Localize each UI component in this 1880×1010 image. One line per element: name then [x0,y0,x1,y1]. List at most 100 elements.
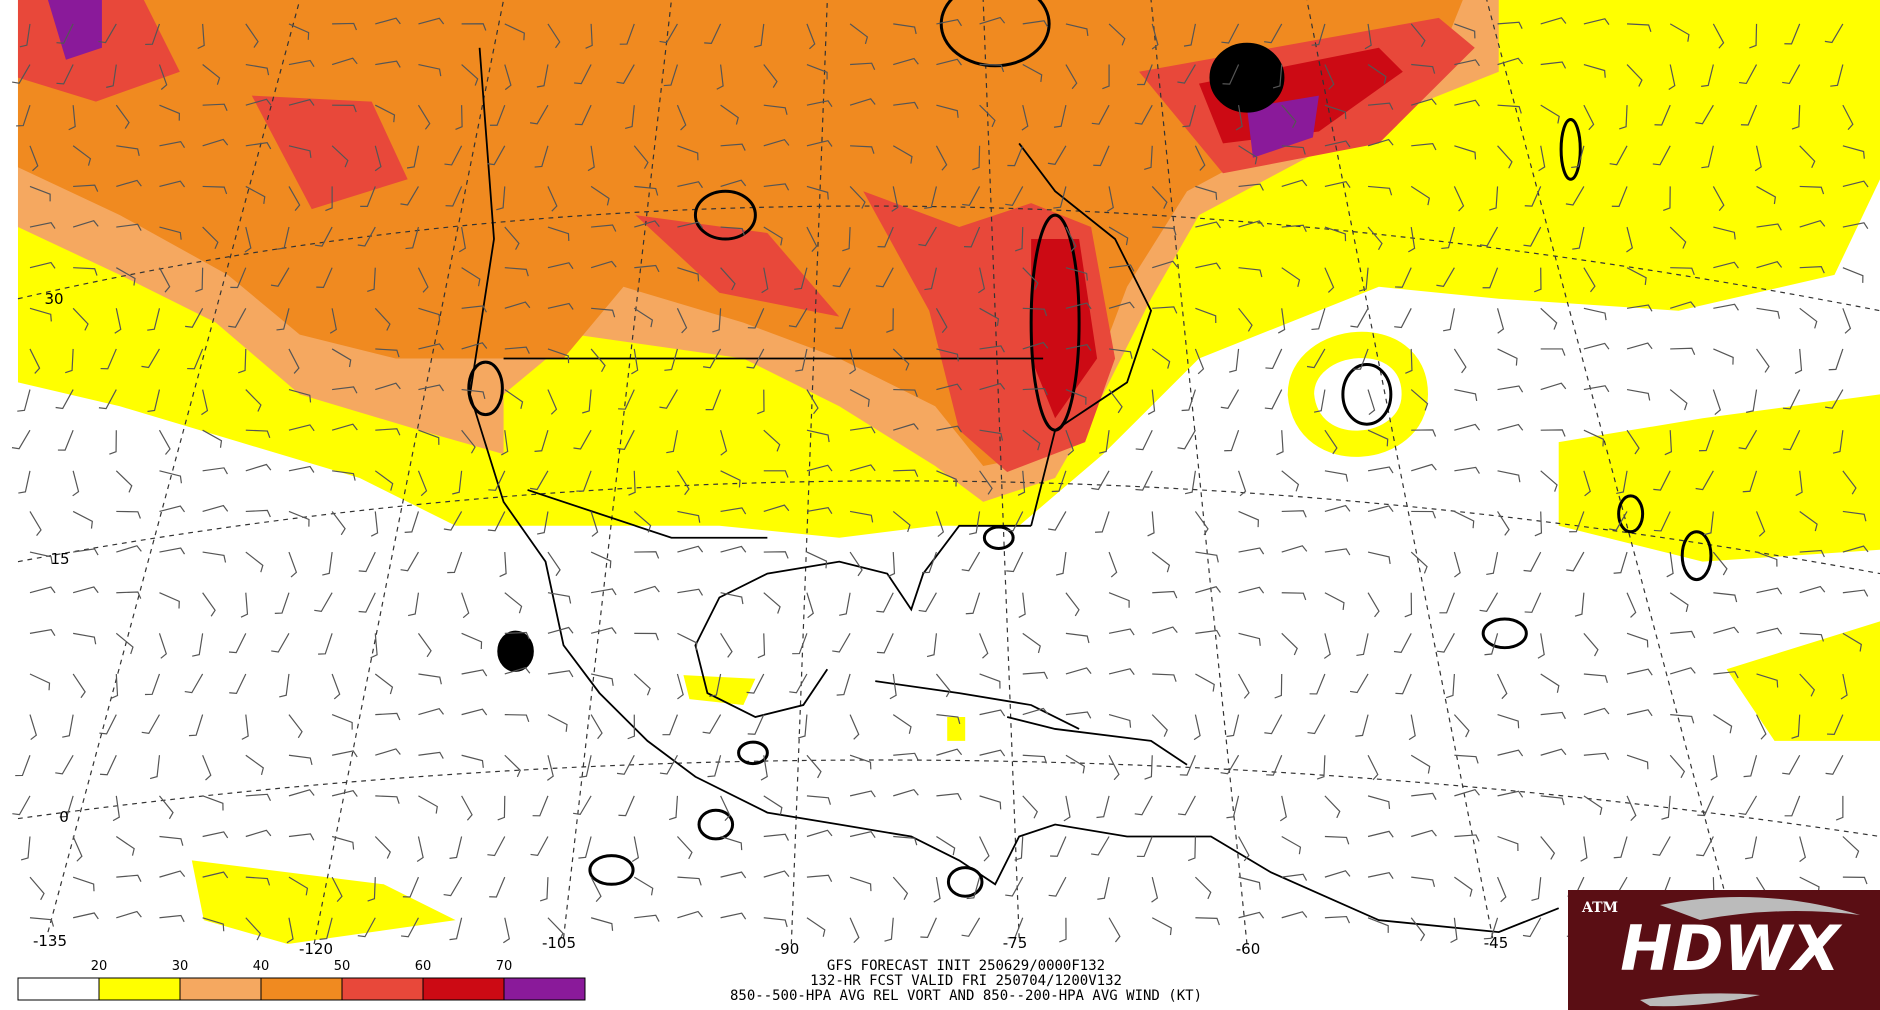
wind-barb [1712,551,1728,576]
wind-barb [1653,470,1671,491]
wind-barb [720,226,745,236]
wind-barb [1670,267,1695,276]
wind-barb [99,714,117,735]
wind-barb [159,505,186,513]
wind-barb [159,104,180,121]
wind-barb [1666,552,1674,578]
wind-barb [633,511,652,533]
wind-barb [496,186,506,211]
wind-barb [1022,632,1041,654]
wind-barb [1742,470,1758,493]
wind-barb [357,226,376,247]
wind-barb [331,348,352,368]
wind-barb [720,545,747,553]
wind-barb [936,835,956,856]
wind-barb [1842,589,1869,597]
wind-barb [1713,261,1739,269]
wind-barb [106,64,117,88]
wind-barb [1443,308,1455,332]
wind-barb [1349,673,1369,694]
wind-barb [1238,183,1264,191]
wind-barb [1179,755,1196,776]
wind-barb [849,23,869,45]
wind-barb [1022,754,1048,764]
wind-barb [720,470,741,488]
wind-barb [1445,673,1455,699]
wind-barb [760,755,768,781]
wind-barb [578,836,592,859]
wind-barb [1583,752,1610,761]
wind-barb [1450,917,1458,944]
logo: HDWX ATM [1568,890,1880,1010]
wind-barb [918,592,937,613]
wind-barb [574,104,592,126]
wind-barb [763,470,789,478]
wind-barb [374,145,382,172]
wind-barb [1534,511,1543,537]
wind-barb [65,348,74,374]
wind-barb [720,267,736,291]
coastline [469,47,1560,934]
wind-barb [747,714,765,735]
wind-barb [763,833,789,841]
wind-barb [1265,348,1283,370]
wind-barb [109,430,117,455]
wind-barb [893,57,919,66]
wind-barb [1195,221,1221,229]
wind-barb [704,23,722,45]
wind-barb [849,831,876,839]
wind-barb [1613,551,1628,574]
wind-barb [1048,511,1067,531]
lat-label: 0 [59,808,69,826]
wind-barb [1193,714,1201,741]
wind-barb [1745,389,1758,413]
wind-barb [158,633,168,659]
wind-barb [444,145,463,166]
wind-shade-red-orange [17,0,1475,473]
wind-barb [29,673,51,691]
contour [939,0,1051,68]
wind-barb [1454,466,1480,474]
wind-barb [455,105,463,130]
wind-barb [806,917,826,937]
border [503,357,1044,539]
wind-barb [1281,267,1301,287]
wind-barb [331,423,358,431]
wind-barb [677,181,703,189]
wind-barb [676,308,688,334]
wind-barb [404,511,420,533]
wind-barb [1266,755,1283,776]
wind-barb [1316,755,1326,780]
wind-barb [961,917,981,937]
legend-swatch [341,977,424,1001]
wind-barb [1022,671,1048,680]
wind-barb [1712,389,1722,416]
wind-barb [892,714,912,734]
wind-barb [461,388,486,400]
wind-barb [331,790,358,797]
wind-barb [1410,185,1430,206]
wind-barb [677,632,698,651]
coordinate-labels: 30 15 0 -135 -120 -105 -90 -75 -60 -45 [33,290,1508,958]
wind-barb [1102,64,1110,90]
wind-barb [979,429,1004,441]
wind-barb [1652,836,1671,856]
wind-barb [591,307,616,318]
wind-barb [116,267,136,286]
wind-barb [12,795,31,816]
wind-barb [1408,226,1416,253]
wind-barb [288,186,301,212]
wind-barb [1195,586,1221,594]
wind-barb [935,673,951,698]
wind-barb [1540,836,1556,860]
wind-barb [1756,348,1770,373]
wind-barb [29,917,55,927]
wind-barb [1497,714,1520,729]
wind-barb [331,145,349,168]
wind-barb [1394,308,1412,329]
wind-barb [1627,23,1652,32]
wind-barb [892,145,913,164]
wind-barb [1496,876,1507,903]
wind-barb [1695,470,1714,491]
wind-barb [935,145,948,171]
